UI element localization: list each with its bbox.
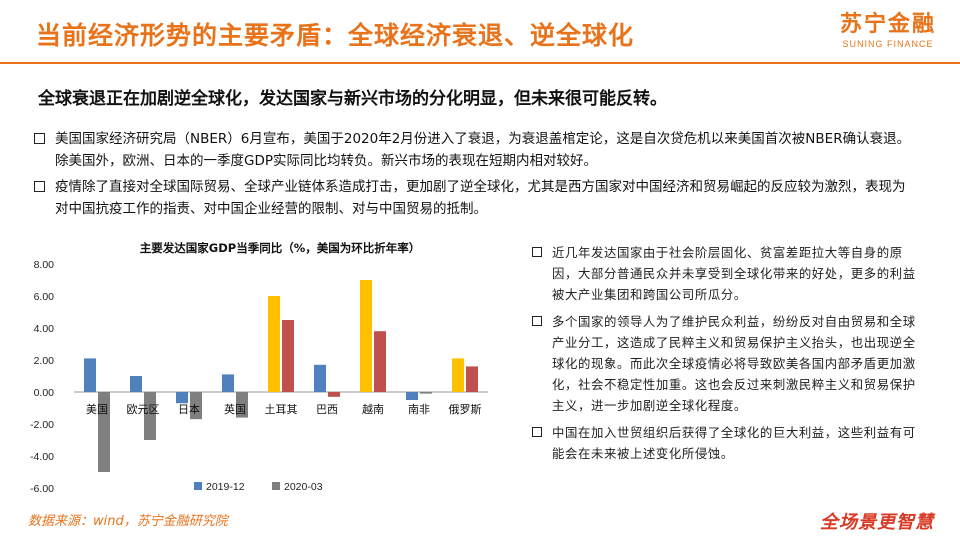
- logo-text-cn: 苏宁金融: [839, 12, 936, 37]
- bullet-item: 美国国家经济研究局（NBER）6月宣布，美国于2020年2月份进入了衰退，为衰退…: [34, 128, 914, 172]
- x-tick-label: 越南: [362, 402, 384, 416]
- x-tick-label: 英国: [224, 402, 246, 416]
- square-bullet-icon: [532, 316, 542, 326]
- bar-2020-03: [328, 392, 340, 397]
- y-tick-label: -2.00: [30, 419, 54, 431]
- bullet-text: 疫情除了直接对全球国际贸易、全球产业链体系造成打击，更加剧了逆全球化，尤其是西方…: [55, 179, 906, 217]
- x-tick-label: 欧元区: [127, 403, 160, 416]
- bullet-text: 多个国家的领导人为了维护民众利益，纷纷反对自由贸易和全球产业分工，这造成了民粹主…: [552, 314, 916, 413]
- y-tick-label: 6.00: [34, 291, 55, 303]
- page-title: 当前经济形势的主要矛盾：全球经济衰退、逆全球化: [36, 21, 635, 50]
- data-source-note: 数据来源：wind，苏宁金融研究院: [28, 514, 228, 529]
- right-bullet-list: 近几年发达国家由于社会阶层固化、贫富差距拉大等自身的原因，大部分普通民众并未享受…: [532, 242, 916, 470]
- y-tick-label: 2.00: [34, 355, 55, 367]
- gdp-bar-chart: 主要发达国家GDP当季同比（%，美国为环比折年率） 8.00 6.00 4.00 2.0…: [18, 236, 498, 506]
- bullet-text: 美国国家经济研究局（NBER）6月宣布，美国于2020年2月份进入了衰退，为衰退…: [55, 131, 911, 169]
- bullet-item: 中国在加入世贸组织后获得了全球化的巨大利益，这些利益有可能会在未来被上述变化所侵…: [532, 422, 916, 464]
- bullet-item: 疫情除了直接对全球国际贸易、全球产业链体系造成打击，更加剧了逆全球化，尤其是西方…: [34, 176, 914, 220]
- bar-2019-12: [84, 358, 96, 392]
- bar-2019-12: [222, 374, 234, 392]
- x-tick-label: 日本: [178, 402, 200, 416]
- y-tick-label: 4.00: [34, 323, 55, 335]
- square-bullet-icon: [532, 427, 542, 437]
- bar-2020-03: [144, 392, 156, 440]
- bar-2019-12: [406, 392, 418, 400]
- bullet-item: 多个国家的领导人为了维护民众利益，纷纷反对自由贸易和全球产业分工，这造成了民粹主…: [532, 311, 916, 416]
- bar-2020-03: [98, 392, 110, 472]
- x-tick-label: 美国: [86, 403, 108, 416]
- y-tick-label: 0.00: [34, 387, 55, 399]
- x-tick-label: 俄罗斯: [449, 403, 482, 416]
- bar-2020-03: [374, 331, 386, 392]
- legend-label: 2020-03: [284, 481, 323, 493]
- header-divider: [0, 62, 960, 64]
- bar-2020-03: [236, 392, 248, 418]
- x-tick-label: 南非: [408, 403, 430, 416]
- y-tick-label: -6.00: [30, 483, 54, 495]
- bar-2020-03: [466, 366, 478, 392]
- top-bullet-list: 美国国家经济研究局（NBER）6月宣布，美国于2020年2月份进入了衰退，为衰退…: [34, 128, 914, 224]
- square-bullet-icon: [34, 181, 45, 192]
- bar-2020-03: [420, 392, 432, 394]
- y-tick-label: -4.00: [30, 451, 54, 463]
- bar-2019-12: [176, 392, 188, 404]
- legend-swatch: [194, 482, 202, 490]
- bar-2020-03: [190, 392, 202, 420]
- bar-2019-12: [268, 296, 280, 392]
- x-tick-label: 巴西: [316, 403, 338, 416]
- bullet-item: 近几年发达国家由于社会阶层固化、贫富差距拉大等自身的原因，大部分普通民众并未享受…: [532, 242, 916, 305]
- slogan: 全场景更智慧: [820, 512, 934, 533]
- bullet-text: 中国在加入世贸组织后获得了全球化的巨大利益，这些利益有可能会在未来被上述变化所侵…: [552, 425, 916, 461]
- chart-canvas: 主要发达国家GDP当季同比（%，美国为环比折年率） 8.00 6.00 4.00 2.0…: [30, 241, 488, 495]
- bar-2019-12: [314, 364, 326, 392]
- suning-finance-logo: 苏宁金融 SUNING FINANCE: [840, 12, 936, 50]
- chart-title: 主要发达国家GDP当季同比（%，美国为环比折年率）: [140, 241, 420, 255]
- bar-2019-12: [360, 280, 372, 392]
- y-tick-label: 8.00: [34, 259, 55, 271]
- subtitle: 全球衰退正在加剧逆全球化，发达国家与新兴市场的分化明显，但未来很可能反转。: [38, 89, 667, 109]
- bar-2019-12: [130, 376, 142, 392]
- legend-label: 2019-12: [206, 481, 245, 493]
- bar-2020-03: [282, 320, 294, 392]
- x-tick-label: 土耳其: [265, 403, 298, 416]
- header: 当前经济形势的主要矛盾：全球经济衰退、逆全球化 苏宁金融 SUNING FINA…: [0, 0, 960, 66]
- bar-2019-12: [452, 358, 464, 392]
- legend-swatch: [272, 482, 280, 490]
- square-bullet-icon: [532, 247, 542, 257]
- square-bullet-icon: [34, 133, 45, 144]
- bullet-text: 近几年发达国家由于社会阶层固化、贫富差距拉大等自身的原因，大部分普通民众并未享受…: [552, 245, 916, 302]
- logo-text-en: SUNING FINANCE: [842, 39, 934, 49]
